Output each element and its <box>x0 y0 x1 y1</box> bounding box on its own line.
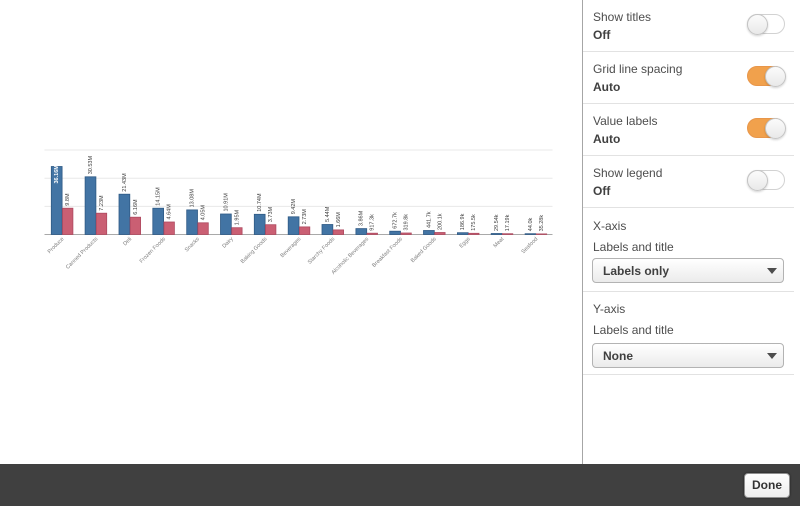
svg-text:1.66M: 1.66M <box>336 212 342 228</box>
svg-text:9.8M: 9.8M <box>65 193 71 206</box>
svg-text:1.95M: 1.95M <box>234 209 240 225</box>
svg-text:Meat: Meat <box>493 236 506 249</box>
svg-text:Baked Goods: Baked Goods <box>410 236 438 264</box>
svg-text:200.1k: 200.1k <box>437 213 443 230</box>
svg-text:Eggs: Eggs <box>458 236 471 249</box>
svg-text:10.74M: 10.74M <box>257 193 263 212</box>
svg-text:36.16M: 36.16M <box>54 165 60 184</box>
svg-text:21.43M: 21.43M <box>122 173 128 192</box>
svg-text:Seafood: Seafood <box>521 236 540 255</box>
svg-text:9.42M: 9.42M <box>291 199 297 215</box>
svg-text:17.19k: 17.19k <box>505 214 511 231</box>
svg-text:30.53M: 30.53M <box>88 156 94 175</box>
svg-text:186.9k: 186.9k <box>460 213 466 230</box>
svg-text:7.23M: 7.23M <box>99 195 105 211</box>
svg-text:Frozen Foods: Frozen Foods <box>139 236 167 264</box>
svg-text:Snacks: Snacks <box>184 236 201 253</box>
svg-text:917.3k: 917.3k <box>370 214 376 231</box>
svg-text:Beverages: Beverages <box>280 236 303 259</box>
svg-text:175.5k: 175.5k <box>471 214 477 231</box>
svg-text:13.08M: 13.08M <box>190 189 196 208</box>
svg-text:3.73M: 3.73M <box>268 206 274 222</box>
svg-text:2.73M: 2.73M <box>302 209 308 225</box>
svg-text:Canned Products: Canned Products <box>65 236 99 270</box>
svg-text:441.7k: 441.7k <box>426 211 432 228</box>
svg-text:672.7k: 672.7k <box>393 212 399 229</box>
svg-text:29.54k: 29.54k <box>494 214 500 231</box>
svg-text:3.86M: 3.86M <box>359 210 365 226</box>
svg-text:6.16M: 6.16M <box>133 199 139 215</box>
svg-text:35.28k: 35.28k <box>539 215 545 232</box>
svg-text:10.91M: 10.91M <box>223 193 229 212</box>
svg-text:Deli: Deli <box>122 236 133 247</box>
svg-text:Dairy: Dairy <box>221 236 234 249</box>
svg-text:4.64M: 4.64M <box>167 204 173 220</box>
svg-text:44.0k: 44.0k <box>528 217 534 231</box>
svg-text:Breakfast Foods: Breakfast Foods <box>371 236 404 269</box>
svg-text:Produce: Produce <box>47 236 66 255</box>
svg-text:Starchy Foods: Starchy Foods <box>307 236 336 265</box>
svg-text:4.05M: 4.05M <box>201 205 207 221</box>
svg-text:Alcoholic Beverages: Alcoholic Beverages <box>331 236 371 276</box>
svg-text:14.15M: 14.15M <box>156 187 162 206</box>
svg-text:319.8k: 319.8k <box>404 214 410 231</box>
svg-text:5.44M: 5.44M <box>325 206 331 222</box>
svg-text:Baking Goods: Baking Goods <box>240 236 269 265</box>
